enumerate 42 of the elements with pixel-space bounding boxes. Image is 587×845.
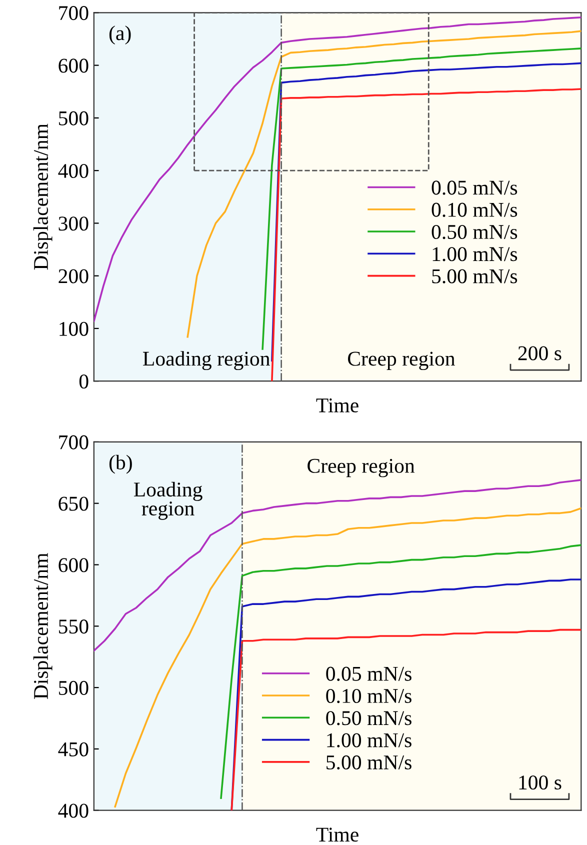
y-tick-label: 0 — [79, 374, 88, 389]
y-tick-label: 550 — [59, 620, 88, 634]
legend-label: 0.50 mN/s — [326, 711, 412, 726]
line-series — [94, 16, 582, 322]
annotation: 100 s — [519, 775, 562, 790]
annotation: (b) — [109, 454, 132, 474]
legend-label: 0.50 mN/s — [432, 224, 518, 240]
y-tick-label: 700 — [59, 6, 88, 20]
y-tick-label: 100 — [60, 322, 88, 336]
legend-label: 0.10 mN/s — [326, 688, 412, 704]
y-tick-label: 500 — [59, 680, 88, 695]
y-axis-title: Displacement/nm — [33, 124, 52, 270]
line-series — [230, 628, 582, 810]
y-tick-label: 300 — [58, 216, 88, 231]
legend-label: 0.05 mN/s — [432, 180, 518, 195]
annotation: Creep region — [348, 352, 456, 370]
y-tick-label: 600 — [58, 58, 88, 73]
y-tick-label: 200 — [58, 269, 88, 284]
y-tick-label: 400 — [58, 164, 88, 178]
y-tick-label: 650 — [58, 496, 88, 511]
legend-label: 5.00 mN/s — [326, 755, 412, 770]
annotation: (a) — [109, 26, 131, 44]
y-tick-label: 700 — [59, 435, 88, 450]
x-axis-title: Time — [316, 828, 358, 842]
legend-label: 0.05 mN/s — [326, 666, 412, 681]
y-tick-label: 500 — [59, 111, 88, 126]
legend-label: 1.00 mN/s — [432, 247, 518, 262]
line-series — [220, 544, 582, 799]
annotation: Creep region — [308, 458, 415, 478]
line-series — [94, 479, 582, 652]
y-axis-title: Displacement/nm — [33, 552, 52, 700]
annotation: 200 s — [518, 346, 562, 360]
legend-label: 0.10 mN/s — [432, 202, 518, 217]
y-tick-label: 450 — [58, 742, 88, 756]
legend-label: 1.00 mN/s — [327, 733, 412, 748]
x-axis-title: Time — [316, 398, 358, 412]
annotation: Loading region — [134, 482, 202, 520]
y-tick-label: 600 — [58, 558, 88, 572]
line-series — [186, 30, 582, 338]
annotation: Loading region — [143, 351, 270, 370]
legend-label: 5.00 mN/s — [432, 269, 518, 284]
y-tick-label: 400 — [58, 804, 88, 818]
